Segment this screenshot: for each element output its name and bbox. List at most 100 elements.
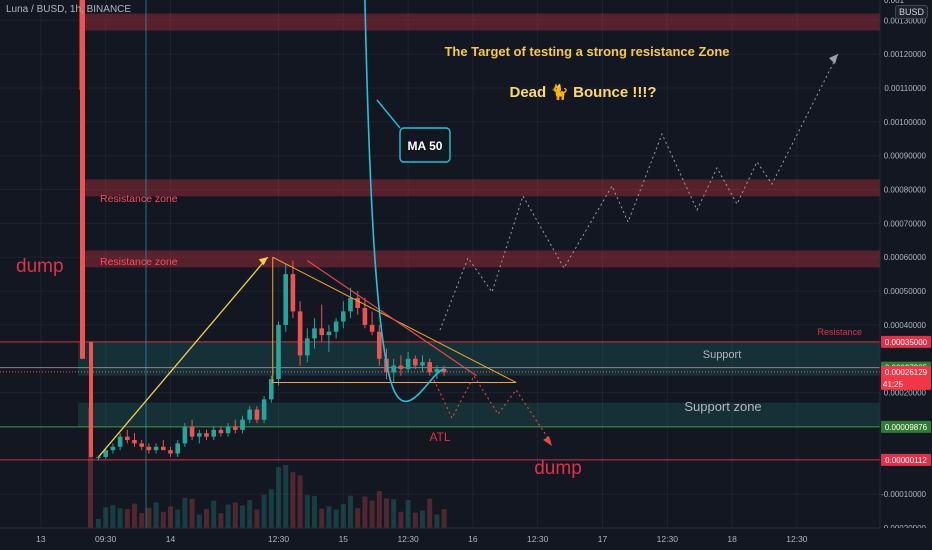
candle (290, 274, 296, 312)
candle (175, 443, 180, 454)
volume-bar (211, 500, 217, 528)
support-band (78, 341, 880, 376)
ma-callout-pointer (376, 99, 401, 129)
projected-bounce-path (439, 53, 839, 331)
candle (125, 436, 130, 440)
volume-bar (88, 408, 93, 528)
candle (369, 324, 375, 332)
price-axis-bg (880, 0, 932, 550)
price-tick-label: 0.00070000 (884, 219, 927, 228)
volume-bar (434, 514, 440, 528)
price-tick-label: 0.00110000 (884, 84, 926, 93)
quote-currency-badge[interactable]: BUSD (895, 5, 929, 19)
price-tick-label: 0.00130000 (884, 16, 927, 25)
volume-bar (240, 505, 245, 528)
candle (434, 368, 440, 373)
candle (96, 456, 101, 458)
target-zone (80, 13, 880, 31)
candle (355, 297, 360, 308)
volume-bar (297, 475, 303, 528)
dump-right-label: dump (534, 458, 582, 479)
volume-bar (254, 509, 260, 528)
time-tick-label: 18 (727, 534, 737, 544)
price-badge (881, 365, 931, 390)
volume-bar (196, 514, 202, 528)
volume-bar (175, 509, 181, 528)
candle (240, 419, 245, 430)
candle (225, 426, 231, 434)
price-tick-label: 0.00090000 (884, 152, 927, 161)
price-badge-label: 0.00000112 (885, 456, 927, 465)
dump-left-label: dump (16, 256, 64, 277)
candles (79, 0, 447, 461)
volume-bar (420, 510, 425, 528)
resistance-label: Resistance (817, 327, 862, 337)
volume-bar (441, 509, 447, 528)
volume-bar (139, 513, 145, 528)
candle (405, 358, 411, 369)
candle (103, 450, 108, 457)
volume-bar (355, 508, 361, 528)
price-tick-label: 0.00060000 (884, 253, 927, 262)
candle (283, 274, 288, 325)
volume-bar (405, 500, 411, 528)
volume-bar (369, 500, 375, 528)
candle (139, 443, 144, 447)
candle (333, 321, 339, 332)
candle (197, 433, 202, 437)
zones (78, 0, 880, 528)
candle (269, 379, 274, 400)
horizontal-lines (0, 341, 880, 461)
volume-bar (312, 496, 317, 528)
price-badge-label: 0.00035000 (885, 338, 928, 347)
support-label: Support (703, 349, 742, 361)
time-tick-label: 17 (598, 534, 608, 544)
volume-bar (319, 508, 325, 528)
volume-bar (225, 504, 231, 528)
volume-bar (261, 494, 267, 528)
volume-bar (283, 465, 289, 528)
time-tick-label: 12:30 (268, 534, 290, 544)
volume-bar (362, 496, 368, 528)
price-badge-label: 0.00026129 (885, 368, 928, 377)
time-tick-label: 09:30 (95, 534, 117, 544)
volume-bar (204, 509, 209, 528)
time-tick-label: 15 (339, 534, 349, 544)
candle (305, 338, 310, 356)
resistance-zone-lower-label: Resistance zone (100, 256, 178, 268)
volume-bar (384, 498, 389, 528)
volume-bar (398, 511, 404, 528)
time-axis: 13 09:30 14 12:30 15 12:30 16 12:30 17 12:30 18 12:… (0, 527, 932, 550)
resistance-zone-upper (80, 179, 880, 197)
volume-bar (110, 505, 116, 528)
price-badge (881, 420, 931, 433)
time-tick-label: 12:30 (786, 534, 808, 544)
volume-bar (391, 499, 397, 528)
price-tick-label: 0.00050000 (884, 287, 927, 296)
candle (326, 331, 332, 336)
candle (297, 311, 303, 356)
candle (377, 331, 382, 359)
volume-bar (247, 500, 253, 528)
dead-bounce-label: Dead 🐈 Bounce !!!? (509, 83, 656, 101)
candle (189, 426, 195, 437)
annotation-labels: The Target of testing a strong resistanc… (16, 44, 862, 479)
candle (312, 328, 317, 339)
price-tick-label: -0.00010000 (881, 490, 926, 499)
projection-arrow-head (829, 54, 838, 64)
time-tick-label: 12:30 (657, 534, 679, 544)
dump-candle (80, 0, 85, 359)
candle (146, 446, 152, 451)
candle (233, 426, 238, 430)
candle (398, 365, 404, 369)
ma50-label: MA 50 (408, 139, 443, 153)
volume-bar (117, 508, 123, 528)
time-tick-label: 13 (36, 534, 46, 544)
arrow-head (258, 257, 268, 266)
volume-bar (103, 507, 109, 528)
volume-bar (268, 489, 274, 528)
volume-bar (189, 498, 195, 528)
time-tick-label: 12:30 (397, 534, 419, 544)
volume-bar (124, 509, 130, 528)
